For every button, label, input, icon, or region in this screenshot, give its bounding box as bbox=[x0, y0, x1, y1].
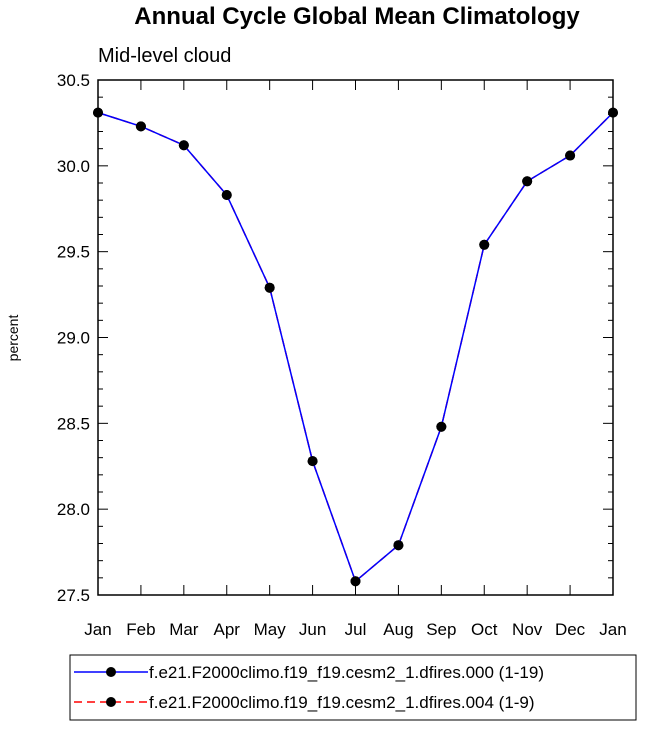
legend-entry-0: f.e21.F2000climo.f19_f19.cesm2_1.dfires.… bbox=[74, 663, 544, 682]
series-1 bbox=[93, 107, 618, 587]
series-line bbox=[97, 111, 614, 583]
data-point bbox=[522, 176, 533, 187]
data-point bbox=[565, 150, 576, 161]
x-tick-label: Jan bbox=[599, 620, 626, 639]
y-tick-label: 29.0 bbox=[57, 329, 90, 348]
y-tick-label: 29.5 bbox=[57, 243, 90, 262]
data-point bbox=[350, 576, 361, 587]
x-tick-label: Mar bbox=[169, 620, 199, 639]
x-tick-label: Apr bbox=[214, 620, 241, 639]
legend-label: f.e21.F2000climo.f19_f19.cesm2_1.dfires.… bbox=[149, 663, 544, 682]
data-point bbox=[307, 456, 318, 467]
data-point bbox=[264, 282, 275, 293]
x-tick-label: May bbox=[254, 620, 287, 639]
legend-entries: f.e21.F2000climo.f19_f19.cesm2_1.dfires.… bbox=[74, 663, 544, 712]
x-tick-label: Jan bbox=[84, 620, 111, 639]
y-tick-label: 28.5 bbox=[57, 414, 90, 433]
legend-label: f.e21.F2000climo.f19_f19.cesm2_1.dfires.… bbox=[149, 693, 535, 712]
y-tick-label: 30.5 bbox=[57, 71, 90, 90]
legend-box bbox=[69, 654, 637, 721]
legend-marker bbox=[106, 667, 116, 677]
y-axis-label: percent bbox=[5, 315, 21, 362]
y-tick-label: 30.0 bbox=[57, 157, 90, 176]
x-tick-label: Jun bbox=[299, 620, 326, 639]
y-tick-label: 28.0 bbox=[57, 500, 90, 519]
legend-marker bbox=[106, 697, 116, 707]
series-layer bbox=[93, 107, 618, 587]
x-tick-labels: Jan Feb Mar Apr May Jun Jul Aug Sep Oct Nov Dec Jan bbox=[84, 620, 626, 639]
x-tick-label: Feb bbox=[126, 620, 155, 639]
axis-ticks bbox=[97, 79, 614, 596]
series-line bbox=[97, 111, 614, 583]
x-tick-label: Dec bbox=[555, 620, 586, 639]
x-tick-label: Aug bbox=[383, 620, 413, 639]
legend: f.e21.F2000climo.f19_f19.cesm2_1.dfires.… bbox=[69, 654, 637, 721]
y-tick-labels: 27.5 28.0 28.5 29.0 29.5 30.0 30.5 bbox=[57, 71, 90, 605]
x-tick-label: Jul bbox=[345, 620, 367, 639]
x-tick-label: Oct bbox=[471, 620, 498, 639]
plot-frame bbox=[97, 79, 614, 596]
legend-entry-1: f.e21.F2000climo.f19_f19.cesm2_1.dfires.… bbox=[74, 693, 535, 712]
y-tick-label: 27.5 bbox=[57, 586, 90, 605]
series-0 bbox=[93, 107, 618, 587]
data-point bbox=[479, 239, 490, 250]
chart-title: Annual Cycle Global Mean Climatology bbox=[134, 3, 580, 30]
data-point bbox=[393, 540, 404, 551]
data-point bbox=[221, 190, 232, 201]
data-point bbox=[436, 421, 447, 432]
x-tick-label: Sep bbox=[426, 620, 456, 639]
data-point bbox=[178, 140, 189, 151]
chart-subtitle: Mid-level cloud bbox=[98, 45, 231, 67]
data-point bbox=[135, 121, 146, 132]
x-tick-label: Nov bbox=[512, 620, 543, 639]
